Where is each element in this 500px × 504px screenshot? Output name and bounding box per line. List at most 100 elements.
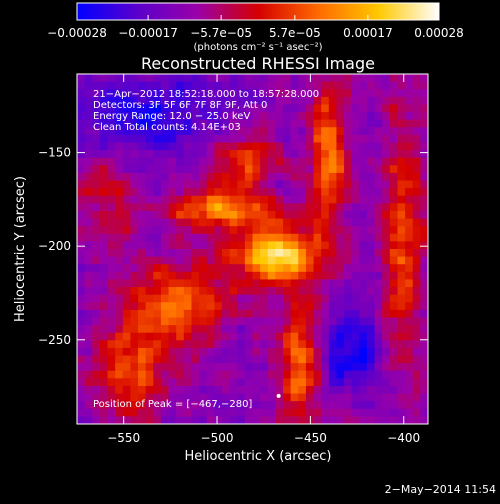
heatmap-cell	[359, 408, 368, 417]
heatmap-cell	[168, 165, 177, 174]
heatmap-cell	[382, 188, 391, 197]
heatmap-cell	[229, 165, 238, 174]
heatmap-cell	[260, 157, 269, 166]
heatmap-cell	[374, 172, 383, 182]
heatmap-cell	[405, 378, 414, 387]
heatmap-cell	[366, 89, 376, 98]
heatmap-cell	[397, 347, 406, 357]
heatmap-cell	[336, 279, 345, 288]
heatmap-cell	[115, 233, 124, 242]
heatmap-cell	[389, 96, 399, 106]
heatmap-cell	[275, 157, 284, 166]
heatmap-cell	[252, 89, 261, 98]
heatmap-cell	[397, 264, 406, 273]
heatmap-cell	[191, 81, 200, 90]
heatmap-cell	[237, 218, 246, 227]
heatmap-cell	[260, 264, 269, 273]
heatmap-cell	[145, 127, 154, 136]
heatmap-cell	[298, 363, 307, 372]
heatmap-cell	[84, 363, 93, 372]
heatmap-cell	[84, 89, 93, 98]
heatmap-cell	[138, 370, 147, 379]
heatmap-cell	[145, 81, 154, 90]
heatmap-cell	[389, 165, 399, 174]
heatmap-cell	[260, 226, 269, 235]
heatmap-cell	[115, 309, 124, 319]
heatmap-cell	[176, 81, 185, 90]
heatmap-cell	[229, 119, 238, 128]
heatmap-cell	[420, 416, 428, 424]
heatmap-cell	[298, 157, 307, 166]
heatmap-cell	[168, 157, 177, 166]
heatmap-cell	[275, 279, 284, 288]
heatmap-cell	[351, 355, 360, 364]
heatmap-cell	[389, 302, 399, 311]
heatmap-cell	[252, 294, 261, 303]
heatmap-cell	[359, 180, 368, 189]
heatmap-cell	[366, 355, 376, 364]
heatmap-cell	[92, 355, 101, 364]
heatmap-cell	[115, 370, 124, 379]
heatmap-cell	[252, 134, 261, 144]
heatmap-cell	[344, 302, 353, 311]
heatmap-cell	[221, 317, 231, 326]
heatmap-cell	[374, 340, 383, 349]
heatmap-cell	[199, 287, 208, 296]
heatmap-cell	[160, 157, 170, 166]
heatmap-cell	[145, 157, 154, 166]
heatmap-cell	[389, 393, 399, 402]
heatmap-cell	[244, 332, 254, 341]
heatmap-cell	[344, 393, 353, 402]
heatmap-cell	[130, 195, 139, 204]
heatmap-cell	[214, 401, 223, 410]
heatmap-cell	[77, 233, 86, 242]
heatmap-cell	[191, 203, 200, 212]
colorbar-tick-label: 0.00017	[343, 26, 393, 40]
heatmap-cell	[412, 393, 421, 402]
heatmap-cell	[229, 180, 238, 189]
heatmap-cell	[160, 172, 170, 182]
heatmap-cell	[366, 309, 376, 319]
heatmap-cell	[122, 119, 132, 128]
heatmap-cell	[389, 332, 399, 341]
heatmap-cell	[336, 271, 345, 281]
heatmap-cell	[153, 325, 162, 334]
heatmap-cell	[199, 81, 208, 90]
heatmap-cell	[107, 233, 116, 242]
heatmap-cell	[77, 226, 86, 235]
heatmap-cell	[92, 294, 101, 303]
heatmap-cell	[321, 165, 330, 174]
heatmap-cell	[160, 241, 170, 250]
heatmap-cell	[344, 89, 353, 98]
heatmap-cell	[290, 165, 299, 174]
heatmap-cell	[382, 355, 391, 364]
heatmap-cell	[290, 134, 299, 144]
heatmap-cell	[244, 180, 254, 189]
heatmap-cell	[336, 287, 345, 296]
heatmap-cell	[199, 385, 208, 395]
heatmap-cell	[389, 203, 399, 212]
heatmap-cell	[252, 241, 261, 250]
heatmap-cell	[267, 188, 276, 197]
heatmap-cell	[221, 150, 231, 159]
heatmap-cell	[305, 112, 315, 121]
heatmap-cell	[412, 317, 421, 326]
heatmap-cell	[374, 287, 383, 296]
heatmap-cell	[389, 325, 399, 334]
colorbar-tick-label: −5.7e−05	[190, 26, 252, 40]
heatmap-cell	[405, 203, 414, 212]
heatmap-cell	[267, 271, 276, 281]
heatmap-cell	[214, 218, 223, 227]
heatmap-cell	[366, 347, 376, 357]
heatmap-cell	[168, 96, 177, 106]
heatmap-cell	[244, 256, 254, 265]
heatmap-cell	[99, 309, 109, 319]
info-energy-range: Energy Range: 12.0 − 25.0 keV	[93, 111, 250, 122]
heatmap-cell	[130, 180, 139, 189]
heatmap-cell	[160, 188, 170, 197]
heatmap-cell	[214, 180, 223, 189]
heatmap-cell	[221, 279, 231, 288]
heatmap-cell	[374, 256, 383, 265]
heatmap-cell	[168, 233, 177, 242]
heatmap-cell	[221, 363, 231, 372]
